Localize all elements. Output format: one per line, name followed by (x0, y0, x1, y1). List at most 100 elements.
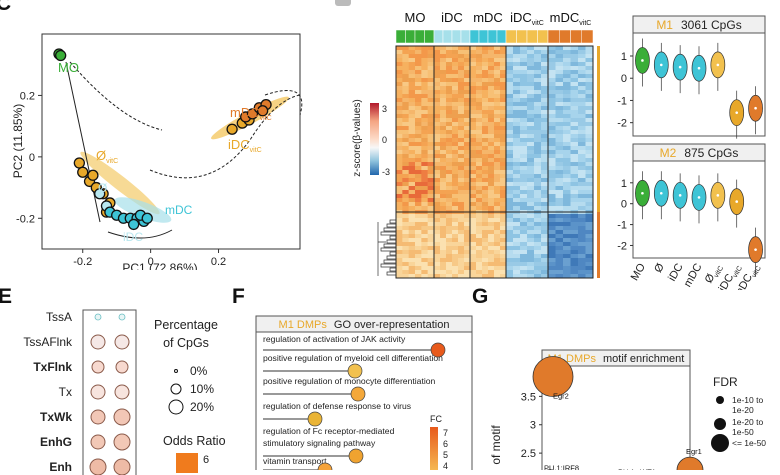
go-term-label: positive regulation of monocyte differen… (263, 376, 436, 386)
heatmap-annotation-cell (517, 30, 528, 43)
heatmap-cell (409, 234, 416, 238)
heatmap-cell (513, 142, 520, 146)
heatmap-cell (527, 178, 534, 182)
heatmap-cell (571, 102, 579, 106)
heatmap-annotation-cell (582, 30, 593, 43)
heatmap-cell (527, 218, 534, 222)
heatmap-cell (556, 194, 564, 198)
heatmap-cell (520, 130, 527, 134)
heatmap-cell (470, 178, 476, 182)
heatmap-cell (541, 234, 548, 238)
heatmap-cell (527, 114, 534, 118)
heatmap-cell (415, 78, 422, 82)
heatmap-cell (402, 98, 409, 102)
heatmap-cell (586, 114, 594, 118)
heatmap-cell (578, 230, 586, 234)
heatmap-cell (556, 94, 564, 98)
heatmap-cell (541, 114, 548, 118)
heatmap-cell (402, 138, 409, 142)
heatmap-cell (513, 182, 520, 186)
heatmap-cell (494, 146, 500, 150)
pca-point (56, 51, 66, 61)
heatmap-cell (396, 222, 403, 226)
go-lollipop-dot (308, 412, 322, 426)
heatmap-cell (488, 90, 494, 94)
heatmap-cell (541, 70, 548, 74)
heatmap-cell (446, 222, 452, 226)
heatmap-cell (513, 178, 520, 182)
heatmap-cell (578, 238, 586, 242)
heatmap-cell (402, 74, 409, 78)
heatmap-cell (470, 226, 476, 230)
heatmap-cell (534, 182, 541, 186)
heatmap-cell (578, 94, 586, 98)
heatmap-cell (452, 122, 458, 126)
heatmap-cell (586, 94, 594, 98)
heatmap-cell (556, 270, 564, 274)
heatmap-cell (513, 226, 520, 230)
heatmap-cell (464, 74, 470, 78)
heatmap-cell (446, 218, 452, 222)
heatmap-cell (434, 94, 440, 98)
heatmap-cell (520, 166, 527, 170)
heatmap-cell (428, 218, 435, 222)
heatmap-cell (446, 90, 452, 94)
heatmap-cell (482, 142, 488, 146)
heatmap-cell (541, 262, 548, 266)
heatmap-cell (434, 246, 440, 250)
heatmap-cell (563, 86, 571, 90)
violin-median (754, 107, 757, 110)
heatmap-cell (506, 58, 513, 62)
heatmap-cell (452, 246, 458, 250)
heatmap-cell (396, 182, 403, 186)
heatmap-cell (409, 126, 416, 130)
heatmap-cell (482, 134, 488, 138)
heatmap-cell (506, 62, 513, 66)
heatmap-cell (506, 186, 513, 190)
chromatin-state-label: TssA (46, 310, 72, 324)
heatmap-cell (421, 106, 428, 110)
heatmap-cell (421, 114, 428, 118)
heatmap-cell (527, 98, 534, 102)
heatmap-cell (396, 262, 403, 266)
heatmap-cell (421, 102, 428, 106)
heatmap-cell (500, 62, 506, 66)
heatmap-cell (548, 122, 556, 126)
heatmap-cell (578, 62, 586, 66)
heatmap-cell (396, 90, 403, 94)
heatmap-cell (506, 138, 513, 142)
heatmap-cell (421, 198, 428, 202)
heatmap-cell (534, 70, 541, 74)
go-title-highlight: M1 DMPs (279, 319, 328, 331)
heatmap-cell (578, 118, 586, 122)
heatmap-cell (563, 198, 571, 202)
heatmap-cell (586, 54, 594, 58)
heatmap-cell (494, 218, 500, 222)
heatmap-cell (452, 166, 458, 170)
heatmap-cell (563, 206, 571, 210)
heatmap-cell (494, 198, 500, 202)
heatmap-cell (541, 194, 548, 198)
chromatin-state-dot (92, 361, 104, 373)
heatmap-cell (421, 78, 428, 82)
heatmap-cell (506, 122, 513, 126)
heatmap-cell (513, 158, 520, 162)
heatmap-cell (586, 186, 594, 190)
heatmap-cell (586, 166, 594, 170)
heatmap-cell (482, 150, 488, 154)
heatmap-cell (513, 162, 520, 166)
heatmap-cell (452, 190, 458, 194)
heatmap-cell (488, 218, 494, 222)
heatmap-cell (506, 118, 513, 122)
heatmap-cell (458, 90, 464, 94)
heatmap-cell (434, 142, 440, 146)
heatmap-cell (458, 218, 464, 222)
heatmap-cell (458, 78, 464, 82)
heatmap-cell (488, 190, 494, 194)
heatmap-cell (527, 270, 534, 274)
heatmap-cell (434, 78, 440, 82)
heatmap-cell (527, 214, 534, 218)
heatmap-cell (494, 162, 500, 166)
heatmap-cell (458, 130, 464, 134)
fc-colorbar (430, 427, 438, 470)
